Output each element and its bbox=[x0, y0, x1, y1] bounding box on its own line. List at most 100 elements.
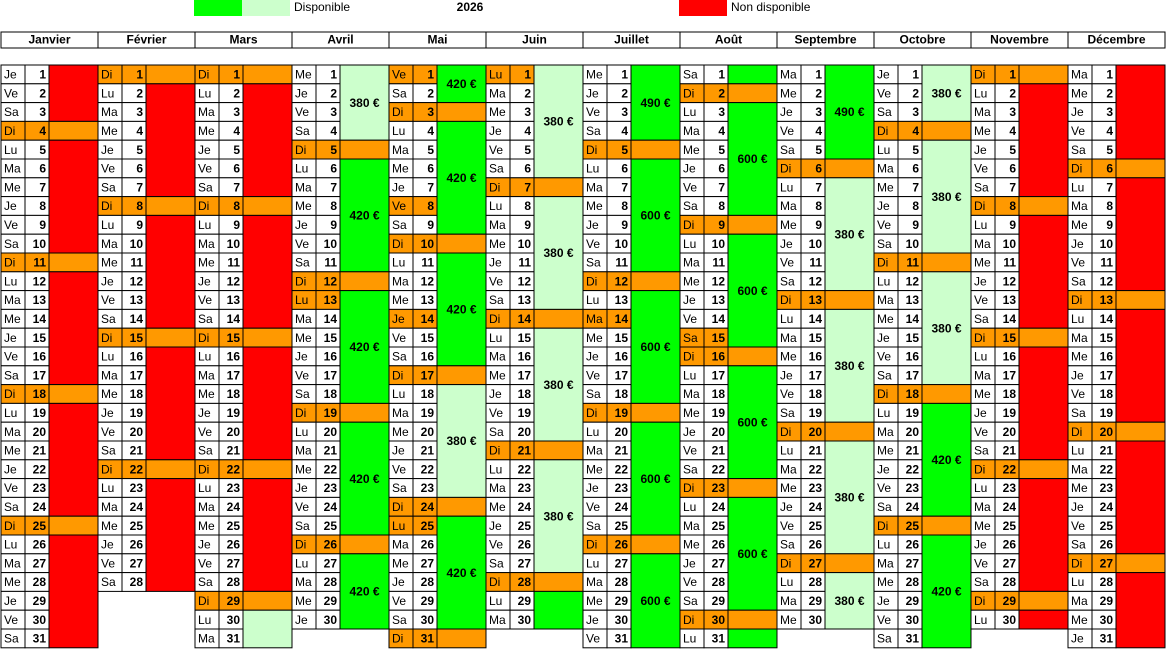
day-number: 11 bbox=[1003, 256, 1016, 270]
price: 380 € bbox=[349, 96, 379, 110]
weekday: Ve bbox=[392, 331, 406, 345]
status-block bbox=[1115, 440, 1166, 555]
weekday: Lu bbox=[683, 368, 696, 382]
day-number: 3 bbox=[233, 105, 240, 119]
weekday: Di bbox=[877, 256, 888, 270]
weekday: Me bbox=[489, 500, 506, 514]
day-number: 6 bbox=[427, 162, 434, 176]
day-number: 16 bbox=[1100, 350, 1114, 364]
day-number: 22 bbox=[809, 462, 823, 476]
day-number: 13 bbox=[130, 293, 144, 307]
weekday: Ve bbox=[974, 293, 988, 307]
status-block bbox=[242, 590, 293, 611]
day-number: 8 bbox=[1009, 199, 1016, 213]
weekday: Je bbox=[101, 143, 114, 157]
weekday: Je bbox=[1071, 632, 1084, 646]
weekday: Sa bbox=[4, 500, 19, 514]
weekday: Lu bbox=[877, 538, 890, 552]
day-number: 24 bbox=[1100, 500, 1114, 514]
day-number: 3 bbox=[912, 105, 919, 119]
day-number: 23 bbox=[227, 481, 241, 495]
weekday: Ma bbox=[780, 68, 797, 82]
weekday: Je bbox=[295, 350, 308, 364]
day-number: 23 bbox=[324, 481, 338, 495]
day-number: 27 bbox=[1100, 556, 1114, 570]
weekday: Me bbox=[295, 462, 312, 476]
day-number: 5 bbox=[815, 143, 822, 157]
day-number: 8 bbox=[718, 199, 725, 213]
weekday: Lu bbox=[295, 162, 308, 176]
day-number: 24 bbox=[324, 500, 338, 514]
weekday: Sa bbox=[780, 274, 795, 288]
status-block bbox=[1115, 308, 1166, 423]
price: 380 € bbox=[834, 227, 864, 241]
day-number: 13 bbox=[227, 293, 241, 307]
status-block bbox=[145, 327, 196, 348]
day-number: 21 bbox=[809, 444, 823, 458]
weekday: Je bbox=[780, 368, 793, 382]
day-number: 30 bbox=[324, 613, 338, 627]
day-number: 22 bbox=[421, 462, 435, 476]
day-number: 16 bbox=[712, 350, 726, 364]
day-number: 2 bbox=[621, 86, 628, 100]
day-number: 29 bbox=[227, 594, 241, 608]
weekday: Je bbox=[780, 237, 793, 251]
weekday: Ma bbox=[683, 124, 700, 138]
day-number: 3 bbox=[815, 105, 822, 119]
day-number: 24 bbox=[518, 500, 532, 514]
day-number: 3 bbox=[427, 105, 434, 119]
weekday: Di bbox=[780, 293, 791, 307]
status-block bbox=[630, 290, 681, 404]
weekday: Sa bbox=[586, 124, 601, 138]
status-block bbox=[339, 553, 390, 630]
weekday: Je bbox=[101, 538, 114, 552]
weekday: Ve bbox=[101, 162, 115, 176]
weekday: Ma bbox=[489, 86, 506, 100]
day-number: 8 bbox=[39, 199, 46, 213]
day-number: 5 bbox=[1009, 143, 1016, 157]
weekday: Lu bbox=[974, 218, 987, 232]
weekday: Lu bbox=[780, 444, 793, 458]
weekday: Di bbox=[101, 68, 112, 82]
day-number: 8 bbox=[233, 199, 240, 213]
day-number: 7 bbox=[621, 180, 628, 194]
day-number: 31 bbox=[906, 632, 920, 646]
weekday: Di bbox=[1071, 425, 1082, 439]
month-name: Juin bbox=[522, 33, 547, 47]
weekday: Je bbox=[586, 86, 599, 100]
day-number: 15 bbox=[809, 331, 823, 345]
weekday: Me bbox=[586, 68, 603, 82]
weekday: Sa bbox=[198, 180, 213, 194]
day-number: 9 bbox=[621, 218, 628, 232]
weekday: Ve bbox=[1071, 256, 1085, 270]
weekday: Lu bbox=[877, 406, 890, 420]
weekday: Lu bbox=[392, 256, 405, 270]
day-number: 15 bbox=[1100, 331, 1114, 345]
day-number: 10 bbox=[324, 237, 338, 251]
status-block bbox=[921, 271, 972, 386]
day-number: 30 bbox=[1100, 613, 1114, 627]
day-number: 16 bbox=[1003, 350, 1017, 364]
weekday: Je bbox=[392, 180, 405, 194]
day-number: 28 bbox=[518, 575, 532, 589]
weekday: Sa bbox=[489, 162, 504, 176]
day-number: 29 bbox=[809, 594, 823, 608]
day-number: 2 bbox=[815, 86, 822, 100]
weekday: Je bbox=[295, 481, 308, 495]
weekday: Ve bbox=[1071, 124, 1085, 138]
weekday: Je bbox=[780, 500, 793, 514]
weekday: Di bbox=[101, 331, 112, 345]
day-number: 22 bbox=[712, 462, 726, 476]
day-number: 8 bbox=[136, 199, 143, 213]
day-number: 17 bbox=[712, 368, 726, 382]
day-number: 12 bbox=[712, 274, 726, 288]
day-number: 27 bbox=[809, 556, 823, 570]
day-number: 6 bbox=[330, 162, 337, 176]
weekday: Ve bbox=[586, 237, 600, 251]
weekday: Lu bbox=[1071, 444, 1084, 458]
day-number: 6 bbox=[621, 162, 628, 176]
status-block bbox=[727, 346, 778, 367]
weekday: Sa bbox=[198, 312, 213, 326]
weekday: Sa bbox=[4, 105, 19, 119]
weekday: Ve bbox=[780, 256, 794, 270]
